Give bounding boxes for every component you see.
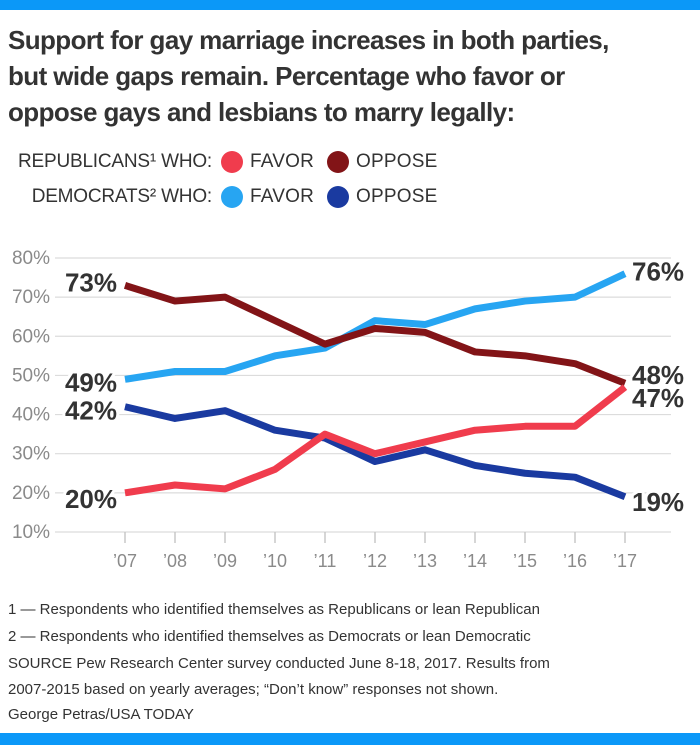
legend-democrat-oppose-label: OPPOSE	[356, 185, 438, 207]
footnotes: 1 — Respondents who identified themselve…	[8, 596, 540, 650]
footnote-1: 1 — Respondents who identified themselve…	[8, 601, 540, 618]
start-value-label-democrats-favor: 49%	[65, 367, 117, 397]
top-accent-bar	[0, 0, 700, 10]
x-axis-label: ’14	[463, 551, 487, 571]
y-axis-label: 60%	[12, 326, 50, 347]
legend-republican-favor-label: FAVOR	[250, 150, 314, 172]
page-title: Support for gay marriage increases in bo…	[8, 22, 698, 130]
y-axis-label: 40%	[12, 405, 50, 426]
line-democrats-oppose	[124, 403, 627, 501]
y-axis-label: 80%	[12, 248, 50, 269]
x-axis-label: ’17	[613, 551, 637, 571]
y-axis-label: 10%	[12, 522, 50, 543]
chart-legend: REPUBLICANS¹ WHO: FAVOR OPPOSE DEMOCRATS…	[0, 144, 437, 214]
x-axis-label: ’09	[213, 551, 237, 571]
end-value-label-republicans-oppose: 48%	[632, 360, 684, 390]
source-note: SOURCE Pew Research Center survey conduc…	[8, 655, 550, 698]
legend-row-democrats: DEMOCRATS² WHO: FAVOR OPPOSE	[0, 179, 437, 214]
legend-democrat-favor-label: FAVOR	[250, 185, 314, 207]
end-value-label-democrats-oppose: 19%	[632, 487, 684, 517]
title-line-2: but wide gaps remain. Percentage who fav…	[8, 61, 565, 91]
democrat-favor-swatch-icon	[221, 185, 243, 208]
x-axis-label: ’07	[113, 551, 137, 571]
title-line-3: oppose gays and lesbians to marry legall…	[8, 97, 515, 127]
x-axis-label: ’13	[413, 551, 437, 571]
x-axis-label: ’15	[513, 551, 537, 571]
legend-republican-oppose-label: OPPOSE	[356, 150, 438, 172]
line-chart-canvas: 80% 70% 60% 50% 40% 30% 20% 10% ’07 ’08 ’09 ’10 ’11 ’…	[12, 248, 687, 571]
republican-oppose-swatch-icon	[327, 150, 349, 173]
x-axis-label: ’11	[314, 551, 337, 571]
y-axis-label: 20%	[12, 483, 50, 504]
x-axis-label: ’10	[263, 551, 287, 571]
title-line-1: Support for gay marriage increases in bo…	[8, 25, 609, 55]
legend-democrats-label: DEMOCRATS² WHO:	[31, 185, 213, 207]
start-value-label-republicans-favor: 20%	[65, 484, 117, 514]
support-line-chart: 80% 70% 60% 50% 40% 30% 20% 10% ’07 ’08 ’09 ’10 ’11 ’…	[0, 240, 700, 580]
democrat-oppose-swatch-icon	[327, 185, 349, 208]
end-value-label-republicans-favor: 47%	[632, 383, 684, 413]
x-axis-label: ’16	[563, 551, 587, 571]
line-republicans-oppose	[123, 282, 627, 387]
y-axis-label: 70%	[12, 287, 50, 308]
republican-favor-swatch-icon	[221, 150, 243, 173]
byline: George Petras/USA TODAY	[8, 706, 194, 723]
line-republicans-favor	[124, 384, 628, 497]
legend-row-republicans: REPUBLICANS¹ WHO: FAVOR OPPOSE	[0, 144, 437, 179]
start-value-label-democrats-oppose: 42%	[65, 396, 117, 426]
footnote-2: 2 — Respondents who identified themselve…	[8, 628, 531, 645]
legend-republicans-label: REPUBLICANS¹ WHO:	[17, 150, 212, 172]
line-democrats-favor	[124, 270, 627, 383]
y-axis-label: 50%	[12, 365, 50, 386]
end-value-label-democrats-favor: 76%	[632, 257, 684, 287]
x-axis-label: ’08	[163, 551, 187, 571]
y-axis-label: 30%	[12, 444, 50, 465]
x-axis-label: ’12	[363, 551, 387, 571]
start-value-label-republicans-oppose: 73%	[65, 267, 117, 297]
bottom-accent-bar	[0, 733, 700, 745]
